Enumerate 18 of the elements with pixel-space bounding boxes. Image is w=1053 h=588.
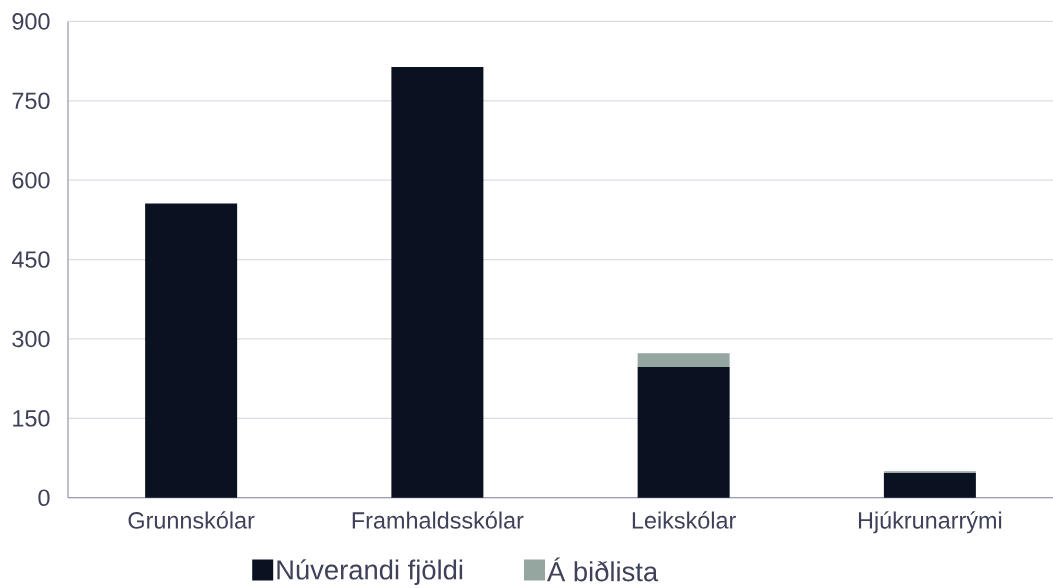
x-tick-label: Leikskólar [632,511,736,529]
bar [145,203,238,498]
x-tick-label: Grunnskólar [128,511,255,529]
bar [637,353,730,367]
legend-label: Núverandi fjöldi [277,559,463,586]
y-tick-label: 150 [13,410,50,427]
y-tick-label: 450 [11,251,50,268]
legend-label: Á biðlista [547,557,659,582]
x-tick-label: Hjúkrunarrými [858,511,1002,534]
y-tick-label: 300 [12,330,50,348]
bar [637,366,730,498]
y-tick-label: 750 [12,92,50,110]
y-tick-label: 0 [38,489,50,506]
bar [391,66,484,498]
x-tick-label: Framhaldsskólar [352,511,524,529]
y-tick-label: 900 [12,13,50,30]
bar [883,472,976,498]
y-tick-label: 600 [12,171,50,189]
